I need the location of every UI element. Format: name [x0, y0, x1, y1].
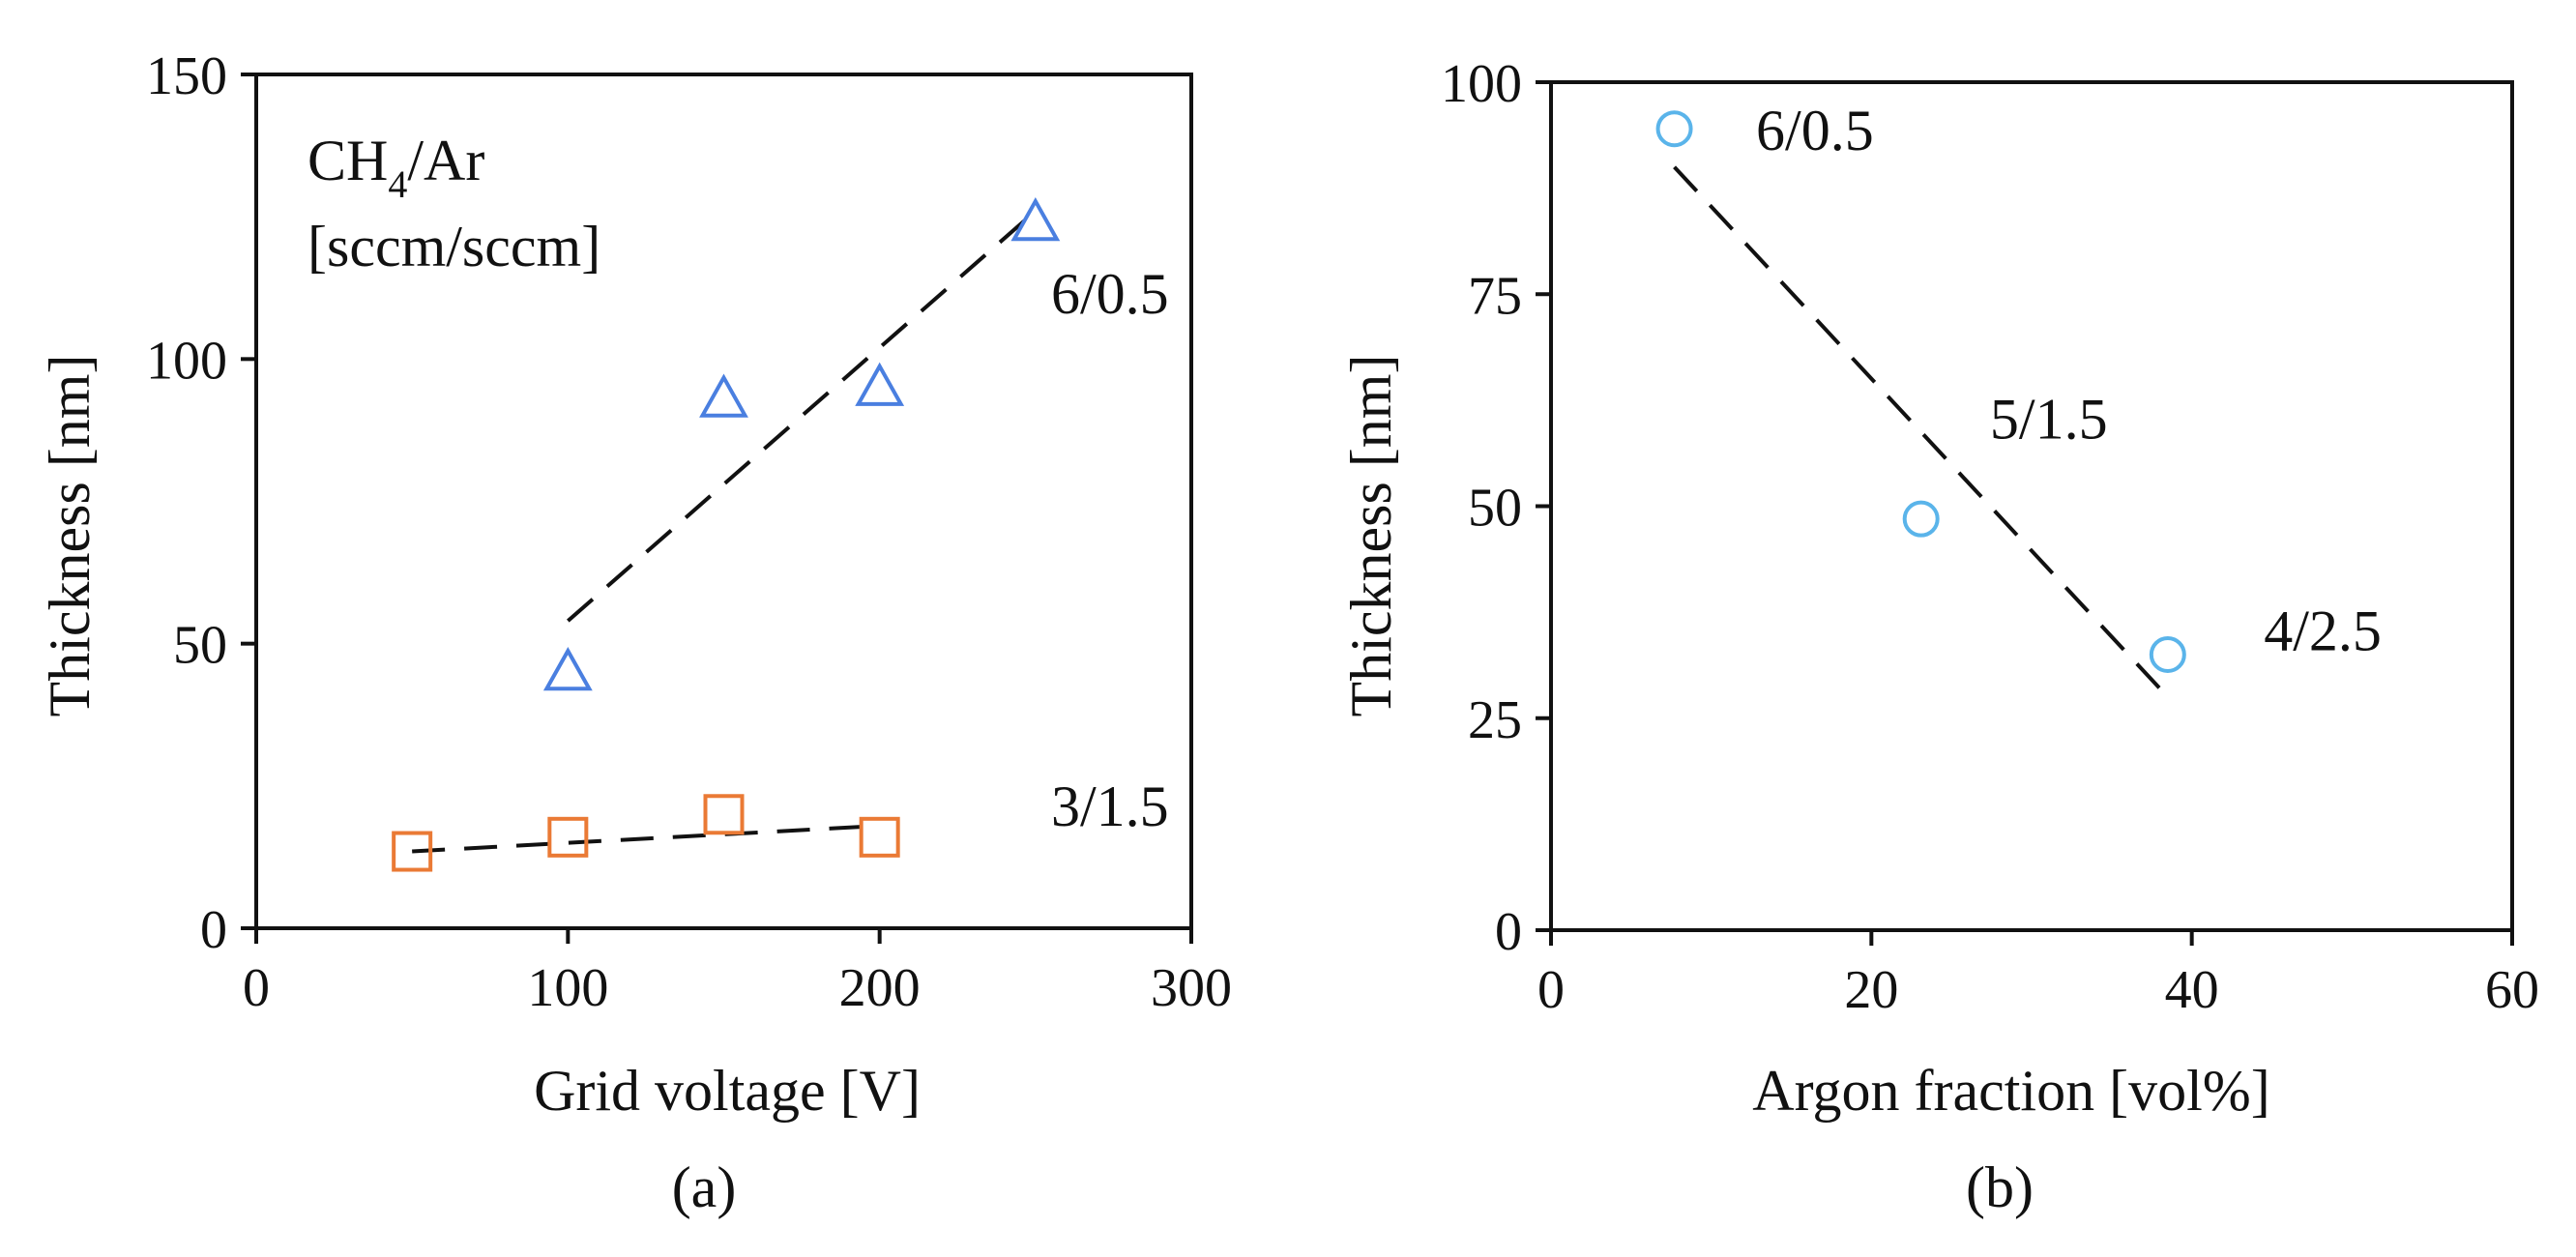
plot-frame-a	[254, 73, 1193, 930]
x-tick-label: 0	[243, 958, 270, 1018]
points-b	[1655, 110, 2186, 673]
data-point-square	[392, 831, 433, 872]
y-tick-label: 100	[146, 331, 227, 391]
series-annotation: 5/1.5	[1990, 387, 2108, 451]
y-tick-label: 0	[1495, 902, 1522, 962]
legend-title-units: [sccm/sccm]	[307, 215, 600, 278]
trendlines-a	[412, 209, 1038, 854]
y-tick-label: 75	[1468, 266, 1522, 326]
panel-caption-a: (a)	[672, 1155, 737, 1219]
x-tick-label: 60	[2485, 960, 2539, 1020]
legend-title-subscript: 4	[388, 162, 407, 206]
y-tick-label: 50	[173, 616, 227, 676]
data-point-circle	[1655, 110, 1693, 148]
legend-title-rest: /Ar	[407, 129, 484, 192]
points-a	[392, 196, 1061, 872]
y-axis-label-a: Thickness [nm]	[38, 355, 102, 717]
y-axis-label-b: Thickness [nm]	[1339, 355, 1403, 717]
y-tick-label: 50	[1468, 479, 1522, 539]
x-axis-label-a: Grid voltage [V]	[534, 1059, 921, 1123]
ticks-b: 0 20 40 60 0 25 50 75 100	[1441, 54, 2539, 1020]
y-tick-label: 150	[146, 46, 227, 106]
x-axis-label-b: Argon fraction [vol%]	[1752, 1059, 2269, 1123]
data-point-triangle	[855, 362, 905, 406]
y-tick-label: 25	[1468, 690, 1522, 750]
x-tick-label: 200	[839, 958, 921, 1018]
panel-a: 0 100 200 300 0 50 100 150 6/0.5 3/1.5 CH4/Ar [s…	[38, 46, 1232, 1219]
x-tick-label: 100	[527, 958, 608, 1018]
data-point-square	[859, 816, 900, 858]
series-annotation: 6/0.5	[1051, 262, 1169, 326]
annotations-a: 6/0.5 3/1.5	[1051, 262, 1169, 838]
legend-title: CH4/Ar	[307, 129, 484, 206]
legend-title-main: CH	[307, 129, 388, 192]
data-point-triangle	[699, 373, 748, 418]
x-tick-label: 40	[2165, 960, 2219, 1020]
annotations-b: 6/0.5 5/1.5 4/2.5	[1756, 99, 2382, 662]
data-point-circle	[2149, 635, 2186, 673]
x-tick-label: 20	[1844, 960, 1898, 1020]
y-tick-label: 0	[200, 900, 227, 960]
ticks-a: 0 100 200 300 0 50 100 150	[146, 46, 1232, 1018]
trendline-Argon fraction	[1673, 165, 2170, 699]
x-tick-label: 0	[1537, 960, 1565, 1020]
panel-b: 0 20 40 60 0 25 50 75 100 6/0.5 5/1.5 4/2.5 Argon …	[1339, 54, 2539, 1219]
x-tick-label: 300	[1151, 958, 1232, 1018]
data-point-square	[703, 794, 745, 835]
data-point-square	[547, 816, 589, 858]
trendlines-b	[1673, 165, 2170, 699]
trendline-6/0.5	[567, 209, 1038, 623]
series-annotation: 4/2.5	[2264, 599, 2382, 663]
data-point-triangle	[1010, 196, 1061, 242]
trendline-3/1.5	[412, 824, 880, 854]
data-point-triangle	[542, 647, 593, 691]
plot-frame-b	[1549, 80, 2514, 932]
y-tick-label: 100	[1441, 54, 1522, 114]
data-point-circle	[1902, 500, 1940, 538]
panel-caption-b: (b)	[1966, 1155, 2034, 1219]
series-annotation: 6/0.5	[1756, 99, 1874, 162]
series-annotation: 3/1.5	[1051, 775, 1169, 838]
